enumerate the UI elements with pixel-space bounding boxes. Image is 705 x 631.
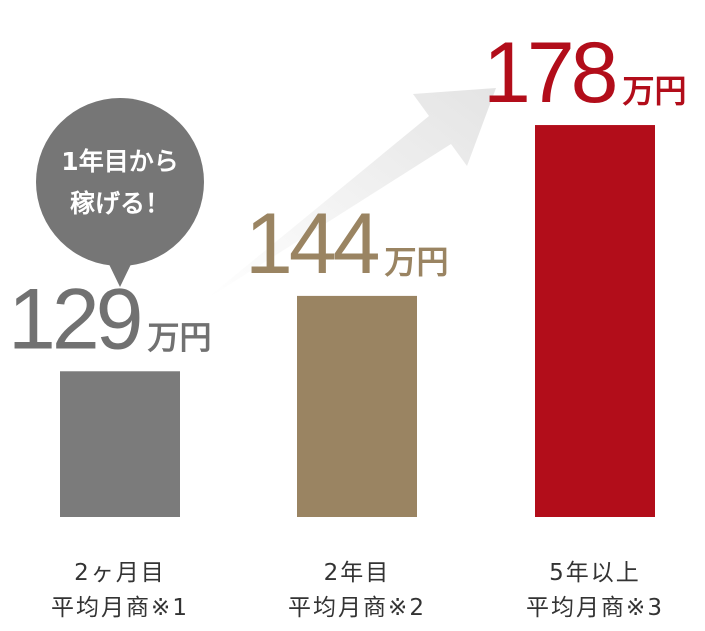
bubble-circle: [36, 98, 204, 266]
value-unit: 万円: [148, 318, 212, 356]
bubble-text: 稼げる！: [70, 189, 170, 218]
value-number: 144: [245, 196, 379, 292]
value-label: 178 万円: [483, 25, 687, 121]
bubble-tail: [106, 258, 134, 287]
value-unit: 万円: [385, 243, 449, 281]
x-tick-label: 2年目: [324, 560, 391, 586]
trend-arrow: [205, 88, 496, 300]
x-tick-label: 5年以上: [549, 560, 641, 586]
value-label: 129 万円: [8, 271, 212, 367]
bubble-text: 1年目から: [61, 147, 178, 176]
value-unit: 万円: [623, 72, 687, 110]
value-number: 178: [483, 25, 616, 121]
x-tick-label: 平均月商※3: [526, 595, 664, 621]
value-label: 144 万円: [245, 196, 449, 292]
bar: [535, 125, 655, 518]
bar: [60, 371, 180, 517]
x-tick-label: 平均月商※2: [288, 595, 426, 621]
x-tick-label: 2ヶ月目: [74, 560, 166, 586]
speech-bubble: 1年目から 稼げる！: [36, 98, 204, 287]
x-tick-label: 平均月商※1: [51, 595, 189, 621]
value-number: 129: [8, 271, 140, 367]
bar: [297, 295, 417, 517]
